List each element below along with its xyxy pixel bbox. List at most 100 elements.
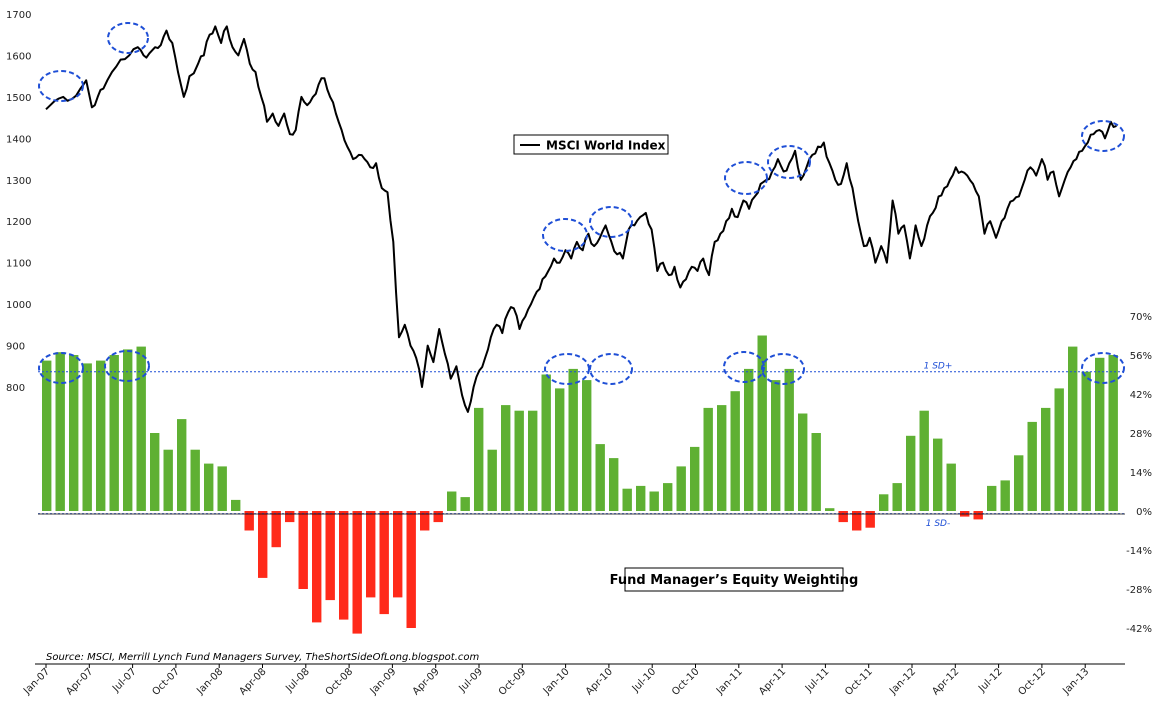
bar	[933, 438, 943, 511]
bar	[420, 511, 430, 531]
bar	[987, 485, 997, 511]
bar	[838, 511, 848, 523]
x-tick-label: Jul-12	[976, 666, 1005, 695]
highlight-ellipse	[104, 350, 150, 382]
bar	[393, 511, 403, 598]
bar-series	[42, 335, 1118, 634]
x-tick-label: Apr-11	[757, 666, 788, 697]
bar	[244, 511, 254, 531]
x-tick-label: Jul-09	[457, 666, 486, 695]
x-tick-label: Oct-08	[324, 666, 356, 698]
bar	[649, 491, 659, 511]
bar	[676, 466, 686, 511]
highlight-ellipse	[767, 145, 811, 179]
reference-line-label: 1 SD-	[926, 519, 950, 529]
bar	[1000, 480, 1010, 511]
bar	[55, 352, 65, 511]
bar	[663, 483, 673, 511]
highlight-ellipse	[723, 351, 765, 383]
x-tick-label: Jul-08	[283, 666, 312, 695]
right-tick-label: -14%	[1126, 546, 1152, 557]
x-tick-label: Oct-07	[150, 666, 182, 698]
right-tick-label: 28%	[1130, 429, 1152, 440]
x-tick-label: Oct-11	[843, 666, 875, 698]
bar	[204, 463, 214, 511]
reference-lines: 1 SD+ 1 SD-	[38, 362, 1125, 529]
x-tick-label: Jul-10	[630, 666, 659, 695]
bar	[555, 388, 565, 511]
left-tick-label: 1700	[6, 10, 31, 21]
bar	[879, 494, 889, 511]
x-tick-label: Oct-10	[670, 666, 702, 698]
bar	[217, 466, 227, 511]
left-tick-label: 1200	[6, 217, 31, 228]
bar	[892, 483, 902, 511]
bar	[595, 444, 605, 511]
right-tick-label: 70%	[1130, 312, 1152, 323]
bar	[1054, 388, 1064, 511]
right-tick-label: -42%	[1126, 624, 1152, 635]
right-tick-label: 42%	[1130, 390, 1152, 401]
bar	[136, 346, 146, 511]
highlight-ellipse	[107, 22, 149, 54]
bar	[1014, 455, 1024, 511]
right-tick-label: -28%	[1126, 585, 1152, 596]
left-tick-label: 1500	[6, 93, 31, 104]
reference-line-label: 1 SD+	[924, 362, 953, 372]
legend-bar-label: Fund Manager’s Equity Weighting	[610, 573, 859, 588]
bar	[433, 511, 443, 523]
bar	[757, 335, 767, 511]
bar	[865, 511, 875, 528]
bar	[285, 511, 295, 523]
bar	[717, 405, 727, 511]
bar	[744, 368, 754, 511]
bar	[636, 485, 646, 511]
highlight-ellipses	[38, 22, 1125, 385]
left-axis-ticks: 1700 1600 1500 1400 1300 1200 1100 1000 900 800	[6, 10, 31, 394]
bar	[352, 511, 362, 634]
bar	[906, 435, 916, 511]
x-tick-label: Jan-08	[194, 666, 225, 697]
highlight-ellipse	[38, 352, 84, 384]
highlight-ellipse	[589, 353, 633, 385]
x-tick-label: Apr-09	[411, 666, 442, 697]
bar	[730, 391, 740, 511]
right-tick-label: 0%	[1136, 507, 1152, 518]
bar	[231, 499, 241, 511]
highlight-ellipse	[761, 353, 805, 385]
bar	[1108, 355, 1118, 511]
left-tick-label: 1400	[6, 134, 31, 145]
bar	[1095, 357, 1105, 511]
x-tick-label: Jan-07	[21, 666, 52, 697]
bar	[1041, 407, 1051, 511]
bar	[771, 380, 781, 511]
x-tick-label: Apr-12	[930, 666, 961, 697]
bar	[325, 511, 335, 601]
bar	[298, 511, 308, 589]
x-tick-label: Jan-11	[714, 666, 745, 697]
bar	[150, 433, 160, 511]
left-tick-label: 1600	[6, 51, 31, 62]
left-tick-label: 900	[6, 342, 25, 353]
x-axis-ticks: Jan-07 Apr-07 Jul-07 Oct-07 Jan-08 Apr-08 Jul-…	[21, 664, 1091, 698]
legend-line-label: MSCI World Index	[546, 139, 666, 153]
bar	[541, 374, 551, 511]
bar	[622, 488, 632, 511]
x-tick-label: Apr-10	[584, 666, 615, 697]
x-tick-label: Jan-12	[887, 666, 918, 697]
bar	[825, 508, 835, 511]
bar	[366, 511, 376, 598]
bar	[312, 511, 322, 623]
left-tick-label: 1000	[6, 300, 31, 311]
bar	[487, 449, 497, 511]
bar	[690, 446, 700, 511]
bar	[460, 497, 470, 511]
x-tick-label: Jul-11	[803, 666, 832, 695]
line-series	[45, 25, 1117, 413]
x-tick-label: Jan-13	[1060, 666, 1091, 697]
bar	[406, 511, 416, 628]
right-tick-label: 14%	[1130, 468, 1152, 479]
bar	[811, 433, 821, 511]
bar	[1068, 346, 1078, 511]
bar	[514, 410, 524, 511]
